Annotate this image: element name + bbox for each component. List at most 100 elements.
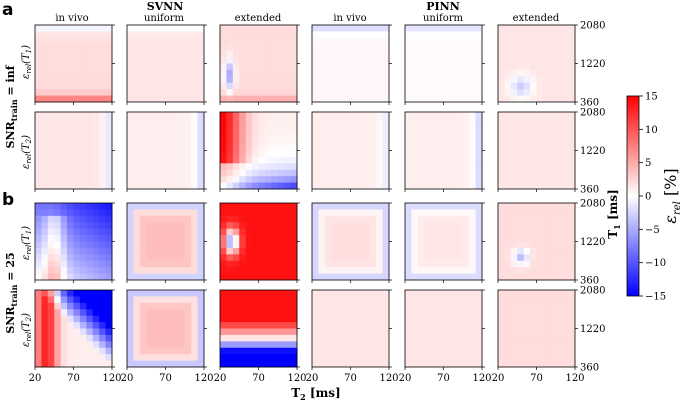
heatmap-cell [54, 89, 62, 96]
heatmap-cell [252, 156, 259, 164]
heatmap-cell [424, 296, 432, 304]
heatmap-cell [363, 150, 371, 158]
heatmap-cell [146, 315, 154, 323]
heatmap-cell [79, 215, 87, 223]
heatmap-cell [284, 57, 291, 64]
heatmap-cell [60, 254, 68, 262]
heatmap-cell [344, 169, 351, 177]
heatmap-cell [271, 235, 279, 242]
column-titles: in vivo uniform extended in vivo uniform… [55, 13, 560, 24]
heatmap-panel [219, 289, 300, 370]
heatmap-cell [165, 169, 173, 177]
heatmap-cell [456, 57, 464, 64]
row-group-label-snr-25: SNRtrain = 25 [4, 252, 19, 333]
heatmap-cell [86, 163, 94, 171]
heatmap-cell [191, 176, 198, 183]
heatmap-cell [344, 247, 351, 255]
heatmap-cell [139, 241, 147, 249]
heatmap-cell [239, 37, 247, 45]
heatmap-cell [443, 31, 451, 39]
heatmap-cell [60, 50, 68, 58]
heatmap-cell [449, 260, 457, 268]
heatmap-cell [324, 25, 332, 32]
heatmap-cell [232, 95, 240, 103]
heatmap-cell [271, 95, 279, 103]
heatmap-cell [469, 309, 476, 317]
heatmap-cell [258, 89, 266, 96]
heatmap-cell [530, 124, 537, 132]
heatmap-cell [105, 260, 113, 268]
heatmap-cell [184, 144, 192, 151]
heatmap-cell [105, 118, 113, 126]
heatmap-cell [437, 267, 444, 274]
heatmap-cell [498, 169, 505, 177]
heatmap-cell [510, 44, 518, 52]
heatmap-cell [517, 309, 525, 317]
heatmap-cell [146, 296, 154, 304]
heatmap-cell [127, 37, 134, 45]
heatmap-cell [363, 169, 371, 177]
heatmap-cell [67, 354, 74, 361]
heatmap-cell [568, 124, 576, 132]
heatmap-cell [449, 95, 457, 103]
heatmap-cell [239, 31, 247, 39]
heatmap-cell [105, 322, 113, 329]
heatmap-cell [73, 347, 81, 355]
y-tick-label: 360 [580, 363, 599, 374]
heatmap-cell [337, 25, 345, 32]
heatmap-cell [356, 260, 364, 268]
heatmap-cell [239, 235, 247, 242]
heatmap-cell [568, 82, 576, 90]
heatmap-cell [424, 25, 432, 32]
heatmap-cell [536, 37, 544, 45]
heatmap-cell [424, 254, 432, 262]
heatmap-cell [92, 347, 100, 355]
heatmap-cell [456, 290, 464, 297]
heatmap-cell [220, 309, 227, 317]
heatmap-cell [562, 360, 569, 368]
heatmap-cell [86, 235, 94, 242]
heatmap-cell [430, 163, 438, 171]
heatmap-cell [530, 37, 537, 45]
heatmap-cell [504, 296, 512, 304]
heatmap-cell [239, 76, 247, 84]
heatmap-cell [417, 69, 425, 77]
heatmap-cell [405, 176, 412, 183]
heatmap-cell [60, 296, 68, 304]
heatmap-cell [271, 150, 279, 158]
heatmap-cell [562, 124, 569, 132]
heatmap-cell [41, 169, 49, 177]
heatmap-cell [245, 31, 253, 39]
heatmap-cell [67, 296, 74, 304]
heatmap-cell [510, 322, 518, 329]
heatmap-cell [191, 137, 198, 145]
y-tick-label: 2080 [580, 199, 605, 210]
heatmap-cell [469, 82, 476, 90]
heatmap-cell [350, 354, 358, 361]
heatmap-cell [456, 25, 464, 32]
heatmap-cell [284, 254, 291, 262]
heatmap-cell [337, 254, 345, 262]
heatmap-cell [79, 360, 87, 368]
heatmap-cell [549, 150, 557, 158]
heatmap-cell [337, 241, 345, 249]
heatmap-cell [437, 215, 444, 223]
heatmap-cell [165, 347, 173, 355]
heatmap-cell [555, 215, 563, 223]
heatmap-cell [324, 144, 332, 151]
heatmap-cell [417, 235, 425, 242]
heatmap-cell [510, 131, 518, 139]
heatmap-cell [171, 215, 179, 223]
heatmap-cell [252, 76, 259, 84]
heatmap-cell [264, 69, 272, 77]
heatmap-cell [510, 215, 518, 223]
heatmap-panel [34, 202, 115, 283]
heatmap-cell [79, 203, 87, 210]
heatmap-cell [411, 290, 419, 297]
heatmap-cell [184, 82, 192, 90]
heatmap-cell [127, 25, 134, 32]
heatmap-cell [35, 235, 42, 242]
heatmap-cell [504, 328, 512, 336]
heatmap-cell [226, 37, 234, 45]
heatmap-cell [139, 273, 147, 281]
